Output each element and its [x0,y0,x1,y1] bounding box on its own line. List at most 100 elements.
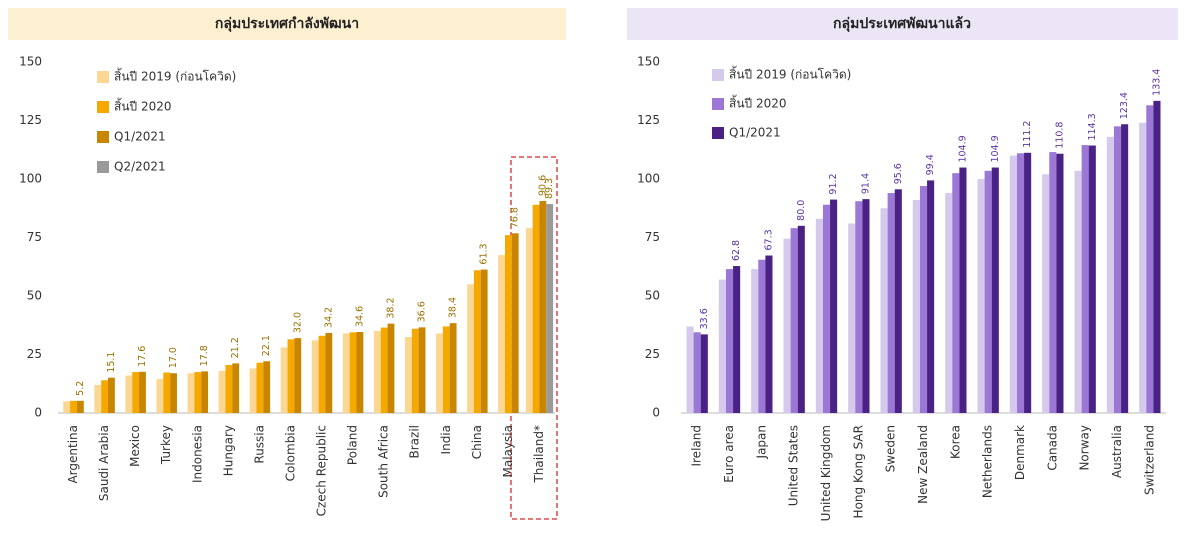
value-label: 17.6 [137,346,148,367]
bar [1106,136,1114,413]
bar [76,400,84,413]
x-tick-label: Australia [1110,425,1124,478]
bar [132,372,140,413]
value-label: 104.9 [957,135,968,162]
bar [218,370,226,413]
bar [783,238,791,413]
bar [525,228,533,413]
bar [256,362,264,413]
value-label: 95.6 [893,163,904,184]
value-label: 111.2 [1022,121,1033,148]
bar [1042,174,1050,413]
bar [473,270,481,413]
value-label: 76.8 [510,207,521,228]
bar [693,332,701,413]
bar [480,269,488,413]
bar [1016,153,1025,413]
legend-swatch [712,98,724,110]
header-bg [627,8,1178,40]
bar [387,323,395,413]
bar [1088,145,1096,413]
bar [380,327,388,413]
bar [1056,153,1064,413]
value-label: 34.2 [323,307,334,328]
bar [356,332,364,413]
bar [1139,122,1147,413]
legend-swatch [712,69,724,81]
bar [125,375,133,413]
bar [1146,105,1154,413]
x-tick-label: Sweden [884,425,898,472]
x-tick-label: Russia [252,425,266,464]
bar [342,333,350,413]
y-tick-label: 100 [637,172,660,186]
bar [280,347,288,413]
bar [758,259,766,413]
bar [912,200,920,413]
value-label: 21.2 [230,337,241,358]
bar [700,334,708,413]
bar [287,339,295,413]
bar [511,233,519,413]
x-tick-label: Brazil [408,425,422,459]
value-label: 33.6 [699,308,710,329]
bar [1074,170,1082,413]
bar [1049,152,1057,413]
bar [349,332,357,413]
value-label: 5.2 [75,381,86,396]
bar [442,326,450,413]
bar [311,340,319,413]
bar [404,336,412,413]
bar [1113,126,1122,413]
y-tick-label: 75 [27,230,42,244]
legend-swatch [712,127,724,139]
bar [1121,124,1129,413]
bar [1153,100,1161,414]
bar [108,377,115,413]
bar [880,208,888,413]
y-tick-label: 125 [19,113,42,127]
x-tick-label: South Africa [377,425,391,498]
legend-label: Q2/2021 [114,160,166,174]
x-tick-label: Mexico [128,425,142,467]
value-label: 61.3 [479,243,490,264]
value-label: 34.6 [354,306,365,327]
bar [139,371,146,413]
x-tick-label: Hong Kong SAR [851,425,865,518]
legend-swatch [97,71,109,83]
legend-label: สิ้นปี 2019 (ก่อนโควิด) [114,68,236,84]
x-tick-label: Thailand* [532,425,546,484]
y-tick-label: 25 [27,347,42,361]
x-tick-label: Saudi Arabia [97,425,111,501]
chart-title: กลุ่มประเทศพัฒนาแล้ว [833,16,971,32]
bar [815,218,823,413]
bar [532,204,540,413]
value-label: 90.6 [537,175,548,196]
y-tick-label: 75 [645,230,660,244]
x-tick-label: Denmark [1013,425,1027,480]
value-label: 38.4 [448,297,459,318]
bar [848,223,856,413]
bar [156,379,164,413]
bar [101,380,109,413]
x-tick-label: Euro area [722,425,736,483]
x-tick-label: China [470,425,484,459]
value-label: 32.0 [292,312,303,333]
bar [790,228,798,413]
bar [991,167,999,413]
x-tick-label: Poland [346,425,360,465]
y-tick-label: 50 [27,289,42,303]
x-tick-label: Ireland [690,425,704,467]
value-label: 99.4 [925,154,936,175]
x-tick-label: Argentina [66,425,80,484]
bar [201,371,209,413]
value-label: 80.0 [796,200,807,221]
bar [718,279,726,413]
bar [263,361,271,413]
x-tick-label: Korea [948,425,962,459]
bar [1009,155,1017,413]
bar [94,384,102,413]
bar [318,335,326,413]
value-label: 133.4 [1151,69,1162,96]
value-label: 15.1 [106,352,117,373]
